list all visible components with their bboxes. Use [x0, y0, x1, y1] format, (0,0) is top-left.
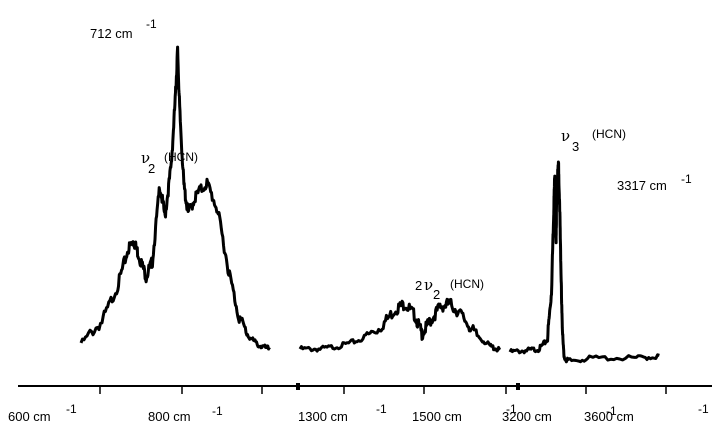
svg-text:3317 cm: 3317 cm — [617, 178, 667, 193]
spectrum-line-3200-3600 — [508, 160, 660, 364]
svg-text:3: 3 — [572, 139, 579, 154]
svg-text:600 cm: 600 cm — [8, 409, 51, 424]
svg-text:-1: -1 — [212, 404, 223, 418]
svg-text:(HCN): (HCN) — [164, 150, 198, 164]
svg-text:-1: -1 — [146, 17, 157, 31]
annotation-nu3-hcn: ν 3 (HCN) — [561, 127, 626, 154]
x-tick-label-3600: 3600 cm -1 — [584, 402, 709, 424]
axis-break-0 — [296, 383, 300, 390]
annotation-712: 712 cm -1 — [90, 17, 157, 41]
svg-text:ν: ν — [561, 127, 570, 145]
svg-text:ν: ν — [424, 276, 433, 294]
spectrum-line-1300-1500 — [298, 297, 502, 353]
spectrum-line-600-800 — [79, 45, 271, 351]
svg-text:-1: -1 — [606, 404, 617, 418]
svg-text:-1: -1 — [506, 402, 517, 416]
x-tick-label-600: 600 cm -1 — [8, 402, 77, 424]
svg-text:2: 2 — [148, 161, 155, 176]
svg-text:(HCN): (HCN) — [592, 127, 626, 141]
svg-text:2: 2 — [433, 287, 440, 302]
svg-text:-1: -1 — [376, 402, 387, 416]
spectrum-trace — [79, 45, 660, 364]
svg-text:1500 cm: 1500 cm — [412, 409, 462, 424]
svg-text:2: 2 — [415, 278, 422, 293]
svg-text:1300 cm: 1300 cm — [298, 409, 348, 424]
svg-text:800 cm: 800 cm — [148, 409, 191, 424]
svg-text:-1: -1 — [66, 402, 77, 416]
x-tick-label-1500: 1500 cm -1 — [412, 402, 517, 424]
annotation-nu2-hcn: ν 2 (HCN) — [141, 149, 198, 176]
svg-text:3200 cm: 3200 cm — [502, 409, 552, 424]
svg-text:712 cm: 712 cm — [90, 26, 133, 41]
annotation-3317: 3317 cm -1 — [617, 172, 692, 193]
axis-break-1 — [516, 383, 520, 390]
x-tick-label-3200: 3200 cm -1 — [502, 404, 617, 424]
x-axis-ticks — [99, 383, 667, 394]
svg-text:3600 cm: 3600 cm — [584, 409, 634, 424]
x-tick-label-1300: 1300 cm -1 — [298, 402, 387, 424]
annotation-2nu2-hcn: 2 ν 2 (HCN) — [415, 276, 484, 302]
svg-text:-1: -1 — [698, 402, 709, 416]
svg-text:(HCN): (HCN) — [450, 277, 484, 291]
x-tick-label-800: 800 cm -1 — [148, 404, 223, 424]
svg-text:ν: ν — [141, 149, 150, 167]
svg-text:-1: -1 — [681, 172, 692, 186]
